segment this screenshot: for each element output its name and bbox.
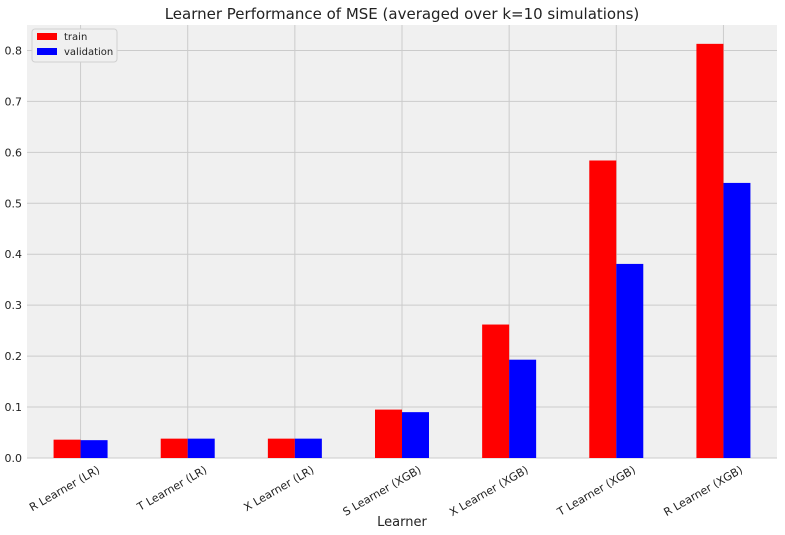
y-tick-label: 0.4 <box>5 248 23 261</box>
y-axis-ticks: 0.0 0.1 0.2 0.3 0.4 0.5 0.6 0.7 0.8 <box>5 44 23 465</box>
x-axis-label: Learner <box>377 515 427 530</box>
y-tick-label: 0.7 <box>5 95 23 108</box>
x-tick-label: T Learner (LR) <box>134 463 209 514</box>
bar-validation <box>187 438 215 458</box>
y-tick-label: 0.3 <box>5 299 23 312</box>
chart-title: Learner Performance of MSE (averaged ove… <box>165 5 640 23</box>
y-tick-label: 0.0 <box>5 452 23 465</box>
bars <box>53 43 751 458</box>
y-tick-label: 0.1 <box>5 401 23 414</box>
bar-train <box>589 160 617 458</box>
x-tick-label: X Learner (XGB) <box>447 463 530 519</box>
x-tick-label: T Learner (XGB) <box>554 463 638 519</box>
legend-swatch-validation <box>37 48 57 55</box>
x-tick-label: R Learner (LR) <box>27 463 102 514</box>
bar-validation <box>294 438 322 458</box>
y-tick-label: 0.6 <box>5 146 23 159</box>
bar-validation <box>509 359 537 458</box>
y-tick-label: 0.8 <box>5 44 23 57</box>
legend-swatch-train <box>37 33 57 40</box>
bar-train <box>53 439 81 458</box>
bar-validation <box>723 182 751 458</box>
bar-train <box>482 324 510 458</box>
y-tick-label: 0.2 <box>5 350 23 363</box>
bar-train <box>375 409 402 458</box>
y-tick-label: 0.5 <box>5 197 23 210</box>
bar-train <box>267 438 295 458</box>
bar-validation <box>80 440 108 458</box>
legend-label-train: train <box>64 32 87 43</box>
x-tick-label: X Learner (LR) <box>242 463 317 514</box>
bar-validation <box>616 263 644 458</box>
bar-train <box>160 438 188 458</box>
bar-validation <box>402 412 429 458</box>
x-tick-label: R Learner (XGB) <box>661 463 744 519</box>
legend-label-validation: validation <box>64 47 113 58</box>
legend: train validation <box>31 28 118 63</box>
x-tick-label: S Learner (XGB) <box>341 463 424 518</box>
x-axis-ticks: R Learner (LR) T Learner (LR) X Learner (L… <box>27 463 745 519</box>
bar-train <box>696 43 724 458</box>
